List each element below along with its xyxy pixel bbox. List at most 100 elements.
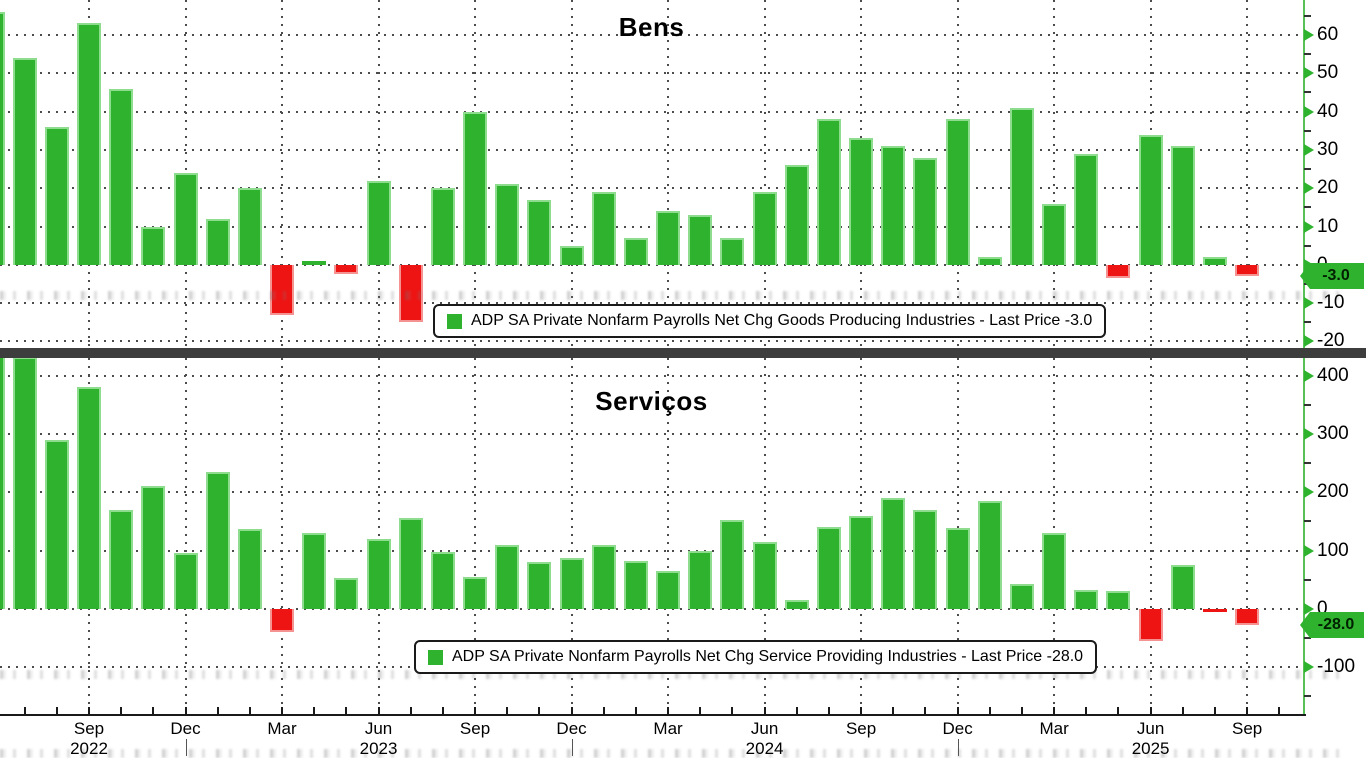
gridline-y-60: [0, 33, 1303, 36]
gridline-y-10: [0, 225, 1303, 228]
x-month-tick: [88, 707, 90, 715]
y-tick-label: 300: [1317, 422, 1349, 444]
bar-2023-06: [366, 538, 391, 609]
watermark-smudge: [0, 291, 1340, 300]
bar-2024-01: [591, 192, 616, 265]
bar-2023-04: [302, 261, 327, 265]
gridline-x-2023-03: [281, 0, 284, 348]
gridline-y-50: [0, 72, 1303, 75]
bar-2022-09: [77, 23, 101, 265]
y-axis-arrow-icon: [1304, 297, 1314, 310]
x-month-tick: [634, 707, 637, 715]
x-month-tick: [1085, 707, 1088, 715]
bar-2024-11: [913, 157, 938, 265]
bar-2023-11: [527, 562, 552, 609]
bar-2024-07: [784, 600, 809, 609]
x-year-label-2024: 2024: [745, 739, 784, 758]
bar-2023-03: [270, 608, 295, 633]
gridline-y-0: [0, 607, 1303, 610]
bar-2024-09: [849, 515, 874, 609]
bar-2024-03: [656, 570, 681, 609]
y-axis-arrow-icon: [1304, 544, 1314, 557]
x-month-tick: [956, 707, 959, 715]
bar-2025-06: [1138, 134, 1163, 265]
gridline-x-2023-12: [570, 0, 573, 348]
bar-2024-06: [752, 541, 777, 609]
y-minor-tick: [1304, 244, 1311, 247]
y-minor-tick: [1304, 129, 1311, 132]
bar-2022-11: [141, 486, 166, 609]
services-legend-label: ADP SA Private Nonfarm Payrolls Net Chg …: [452, 648, 1084, 665]
y-tick-label: 0: [1317, 597, 1328, 619]
bar-2022-07: [12, 358, 37, 609]
bar-2022-06: [0, 11, 5, 265]
y-minor-tick: [1304, 520, 1311, 523]
x-month-tick: [924, 707, 927, 715]
x-month-tick: [1117, 707, 1120, 715]
bar-2024-07: [784, 165, 809, 265]
x-month-tick: [1246, 707, 1249, 715]
goods-legend: ADP SA Private Nonfarm Payrolls Net Chg …: [433, 304, 1107, 338]
y-minor-tick: [1304, 206, 1311, 209]
bar-2023-08: [430, 188, 455, 265]
x-month-tick: [988, 707, 991, 715]
x-month-tick: [474, 707, 477, 715]
watermark-smudge: [0, 670, 1340, 679]
x-month-tick: [152, 707, 155, 715]
x-month-tick: [248, 707, 251, 715]
y-tick-label: 30: [1317, 138, 1339, 160]
bar-2022-07: [12, 57, 37, 265]
bar-2022-10: [109, 88, 134, 265]
services-panel-title: Serviços: [595, 386, 708, 416]
gridline-y-30: [0, 148, 1303, 151]
y-tick-label: -20: [1317, 330, 1345, 352]
panel-divider: [0, 348, 1366, 358]
gridline-x-2023-12: [570, 358, 573, 715]
bar-2023-04: [302, 533, 327, 609]
y-axis-arrow-icon: [1304, 143, 1314, 156]
gridline-y-0: [0, 263, 1303, 266]
gridline-y--20: [0, 340, 1303, 343]
gridline-x-2024-06: [763, 0, 766, 348]
x-year-label-2025: 2025: [1131, 739, 1170, 758]
services-last-price-badge: -28.0: [1300, 612, 1364, 638]
time-axis: [0, 714, 1306, 716]
bar-2022-11: [141, 226, 166, 265]
gridline-y-300: [0, 432, 1303, 435]
x-tick-label-mar: Mar: [653, 719, 683, 738]
gridline-y-20: [0, 187, 1303, 190]
gridline-x-2025-06: [1149, 358, 1152, 715]
bar-2023-12: [559, 558, 584, 609]
gridline-x-2024-06: [763, 358, 766, 715]
year-separator: [571, 739, 573, 756]
y-minor-tick: [1304, 14, 1311, 17]
bar-2024-02: [623, 238, 648, 265]
x-month-tick: [313, 707, 316, 715]
goods-panel: [0, 0, 1303, 348]
gridline-y-40: [0, 110, 1303, 113]
x-month-tick: [602, 707, 605, 715]
x-month-tick: [184, 707, 187, 715]
bar-2024-10: [881, 498, 906, 609]
bar-2024-05: [720, 238, 745, 265]
x-month-tick: [409, 707, 412, 715]
bar-2025-08: [1202, 608, 1227, 612]
x-month-tick: [1149, 707, 1152, 715]
bar-2023-09: [463, 576, 488, 609]
bar-2023-09: [463, 111, 488, 265]
bar-2022-08: [44, 126, 69, 265]
y-tick-label: 100: [1317, 539, 1349, 561]
bar-2023-05: [334, 577, 359, 609]
bar-2023-02: [237, 188, 262, 265]
bar-2023-05: [334, 264, 359, 275]
y-minor-tick: [1304, 168, 1311, 171]
bar-2025-09: [1235, 264, 1260, 277]
gridline-y-200: [0, 491, 1303, 494]
x-tick-label-dec: Dec: [942, 719, 973, 738]
bar-2024-06: [752, 192, 777, 265]
bar-2022-09: [77, 387, 101, 609]
y-axis-arrow-icon: [1304, 220, 1314, 233]
y-axis-arrow-icon: [1304, 486, 1314, 499]
bar-2023-01: [205, 218, 230, 265]
y-tick-label: 60: [1317, 23, 1339, 45]
